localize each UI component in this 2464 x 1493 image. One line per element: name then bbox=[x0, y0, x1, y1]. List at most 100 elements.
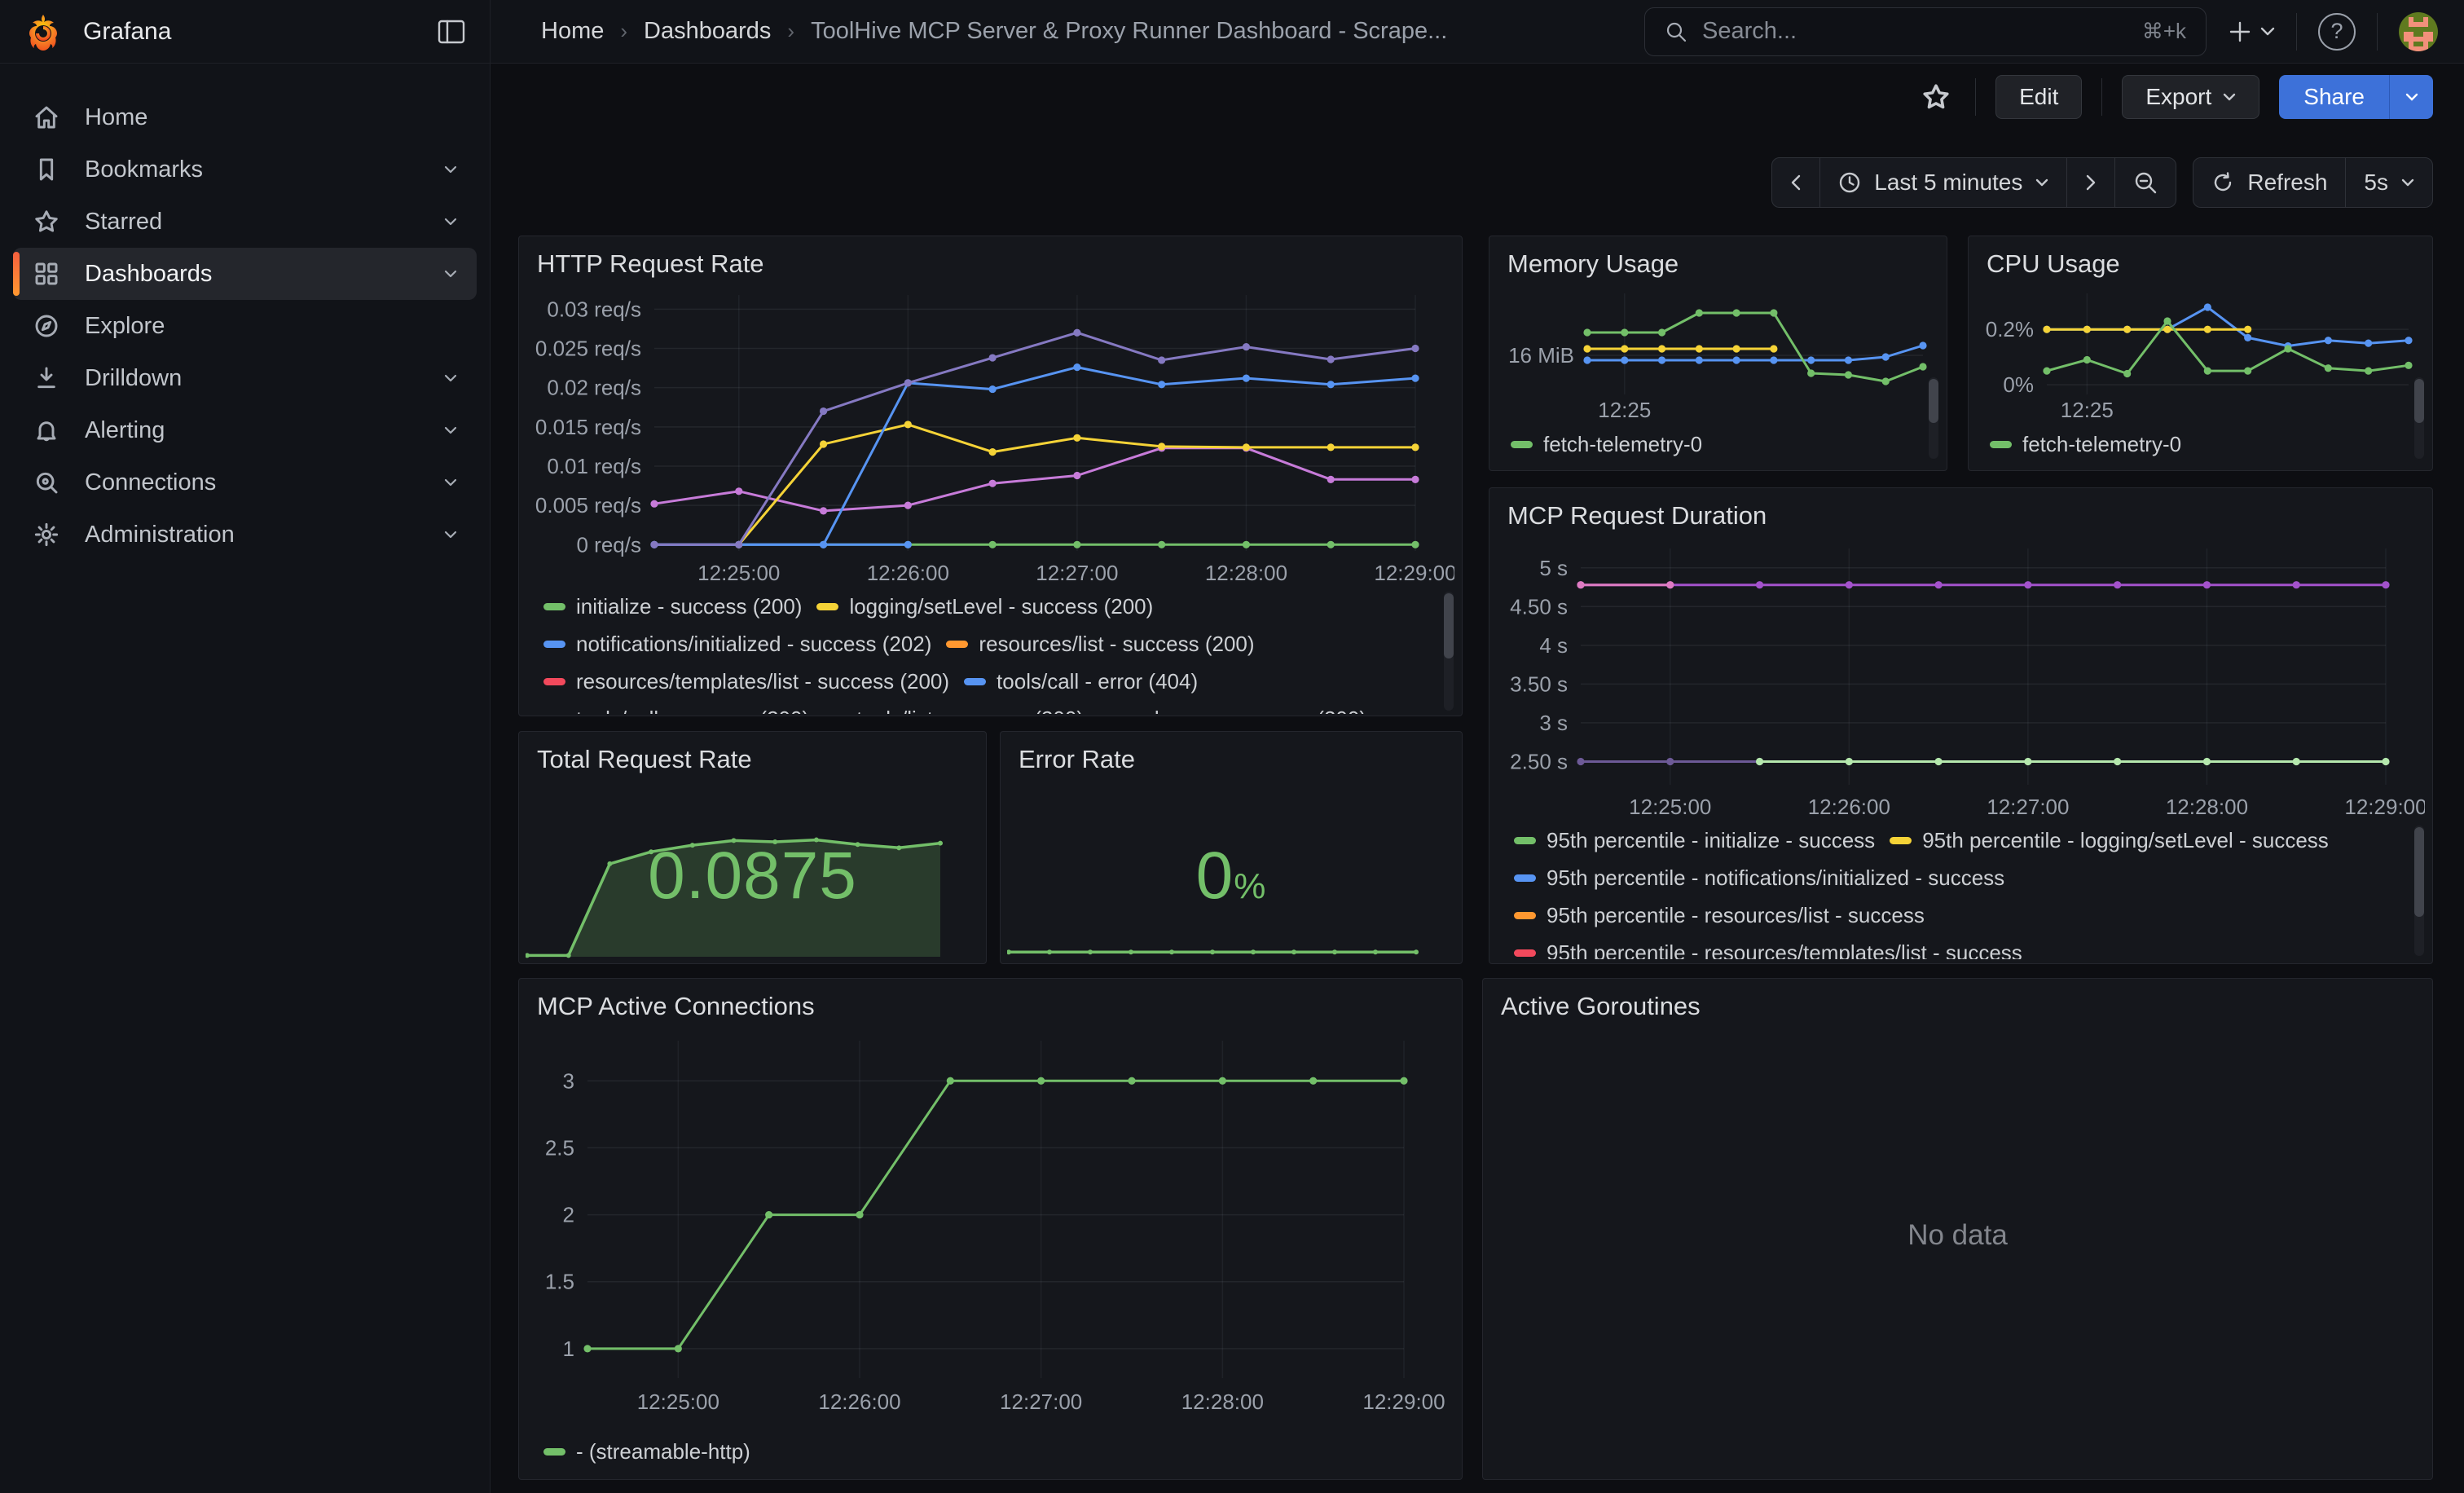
share-dropdown-button[interactable] bbox=[2389, 75, 2433, 119]
zoom-out-icon bbox=[2133, 170, 2158, 195]
stat-value: 0.0875 bbox=[519, 838, 986, 914]
mcp-request-duration-chart[interactable]: 12:25:0012:26:0012:27:0012:28:0012:29:00… bbox=[1496, 534, 2425, 821]
legend-item[interactable]: fetch-telemetry-0 bbox=[1511, 429, 1702, 459]
time-shift-forward-button[interactable] bbox=[2067, 158, 2115, 207]
legend-item[interactable]: 95th percentile - logging/setLevel - suc… bbox=[1890, 826, 2329, 855]
breadcrumb-home[interactable]: Home bbox=[541, 18, 604, 45]
legend-item[interactable]: tools/call - error (404) bbox=[964, 667, 1198, 696]
time-range-picker[interactable]: Last 5 minutes bbox=[1820, 158, 2067, 207]
legend-item[interactable]: 95th percentile - resources/list - succe… bbox=[1514, 901, 1925, 930]
panel-title[interactable]: CPU Usage bbox=[1987, 249, 2120, 279]
sidebar-item-dashboards[interactable]: Dashboards bbox=[13, 248, 477, 300]
svg-text:12:26:00: 12:26:00 bbox=[818, 1390, 900, 1414]
sidebar-item-administration[interactable]: Administration bbox=[13, 509, 477, 561]
panel-title[interactable]: Total Request Rate bbox=[537, 745, 752, 774]
legend-color-chip bbox=[1511, 441, 1533, 448]
cpu-usage-chart[interactable]: 12:250%0.2% bbox=[1973, 280, 2427, 424]
sidebar-item-connections[interactable]: Connections bbox=[13, 456, 477, 509]
panel-title[interactable]: Error Rate bbox=[1019, 745, 1135, 774]
svg-text:0.025 req/s: 0.025 req/s bbox=[535, 336, 641, 360]
chevron-down-icon[interactable] bbox=[444, 426, 457, 435]
sidebar-item-alerting[interactable]: Alerting bbox=[13, 404, 477, 456]
legend-item[interactable]: initialize - success (200) bbox=[543, 592, 802, 621]
gear-icon bbox=[33, 522, 60, 548]
zoom-out-button[interactable] bbox=[2115, 158, 2176, 207]
legend-item[interactable]: 95th percentile - resources/templates/li… bbox=[1514, 938, 2022, 959]
refresh-button[interactable]: Refresh bbox=[2193, 158, 2346, 207]
chevron-down-icon[interactable] bbox=[444, 218, 457, 227]
time-range-group: Last 5 minutes bbox=[1771, 157, 2176, 208]
legend-label: fetch-telemetry-0 bbox=[2022, 432, 2181, 457]
legend-item[interactable]: logging/setLevel - success (200) bbox=[816, 592, 1153, 621]
legend-item[interactable]: tools/call - success (200) bbox=[543, 704, 809, 714]
memory-usage-chart[interactable]: 12:2516 MiB bbox=[1494, 280, 1941, 424]
legend-scrollbar[interactable] bbox=[1444, 592, 1454, 711]
legend-item[interactable]: unknown - success (200) bbox=[1098, 704, 1366, 714]
legend-scrollbar[interactable] bbox=[1929, 377, 1938, 459]
panel-title[interactable]: Active Goroutines bbox=[1501, 992, 1701, 1021]
dashboard-area: Edit Export Share Last 5 minutes bbox=[491, 64, 2464, 1493]
chevron-down-icon[interactable] bbox=[444, 478, 457, 487]
legend-scrollbar[interactable] bbox=[2414, 377, 2424, 459]
legend-item[interactable]: 95th percentile - notifications/initiali… bbox=[1514, 863, 2004, 892]
panel-title[interactable]: MCP Request Duration bbox=[1507, 501, 1767, 531]
breadcrumb-dashboards[interactable]: Dashboards bbox=[644, 18, 771, 45]
refresh-interval-picker[interactable]: 5s bbox=[2346, 158, 2432, 207]
svg-text:12:25:00: 12:25:00 bbox=[697, 561, 780, 585]
drilldown-icon bbox=[33, 365, 60, 391]
svg-text:0.015 req/s: 0.015 req/s bbox=[535, 415, 641, 439]
legend-item[interactable]: resources/list - success (200) bbox=[946, 629, 1254, 658]
svg-text:12:25:00: 12:25:00 bbox=[637, 1390, 719, 1414]
panel-title[interactable]: Memory Usage bbox=[1507, 249, 1679, 279]
add-new-button[interactable] bbox=[2228, 20, 2275, 44]
legend-item[interactable]: - (streamable-http) bbox=[543, 1437, 750, 1466]
legend-item[interactable]: resources/templates/list - success (200) bbox=[543, 667, 949, 696]
svg-text:4 s: 4 s bbox=[1539, 633, 1568, 658]
refresh-interval-label: 5s bbox=[2364, 170, 2388, 196]
panel-title[interactable]: MCP Active Connections bbox=[537, 992, 815, 1021]
legend-label: 95th percentile - notifications/initiali… bbox=[1547, 865, 2004, 891]
refresh-label: Refresh bbox=[2247, 170, 2327, 196]
help-button[interactable]: ? bbox=[2318, 13, 2356, 51]
panel-title[interactable]: HTTP Request Rate bbox=[537, 249, 764, 279]
avatar[interactable] bbox=[2399, 12, 2438, 51]
legend-item[interactable]: notifications/initialized - success (202… bbox=[543, 629, 931, 658]
legend-label: unknown - success (200) bbox=[1131, 707, 1366, 715]
search-input[interactable]: Search... ⌘+k bbox=[1644, 7, 2207, 56]
chevron-down-icon[interactable] bbox=[444, 531, 457, 540]
sidebar-item-explore[interactable]: Explore bbox=[13, 300, 477, 352]
sidebar-item-drilldown[interactable]: Drilldown bbox=[13, 352, 477, 404]
svg-text:12:29:00: 12:29:00 bbox=[1362, 1390, 1445, 1414]
legend-color-chip bbox=[1514, 912, 1536, 919]
export-button[interactable]: Export bbox=[2122, 75, 2259, 119]
http-request-rate-chart[interactable]: 12:25:0012:26:0012:27:0012:28:0012:29:00… bbox=[526, 284, 1454, 587]
svg-text:0%: 0% bbox=[2003, 372, 2034, 397]
svg-text:2.5: 2.5 bbox=[545, 1135, 574, 1160]
sidebar-item-label: Starred bbox=[85, 209, 162, 236]
legend-item[interactable]: tools/list - success (200) bbox=[824, 704, 1084, 714]
edit-button[interactable]: Edit bbox=[1995, 75, 2082, 119]
legend-scrollbar[interactable] bbox=[2414, 826, 2424, 956]
legend-item[interactable]: 95th percentile - initialize - success bbox=[1514, 826, 1875, 855]
sidebar-item-bookmarks[interactable]: Bookmarks bbox=[13, 143, 477, 196]
brand-name: Grafana bbox=[83, 18, 171, 46]
refresh-icon bbox=[2211, 171, 2234, 194]
favorite-star-button[interactable] bbox=[1916, 75, 1956, 119]
svg-text:12:27:00: 12:27:00 bbox=[1036, 561, 1118, 585]
chevron-down-icon[interactable] bbox=[444, 270, 457, 279]
svg-text:12:28:00: 12:28:00 bbox=[1205, 561, 1287, 585]
sidebar-item-home[interactable]: Home bbox=[13, 91, 477, 143]
svg-text:12:29:00: 12:29:00 bbox=[2344, 795, 2425, 819]
legend-label: 95th percentile - resources/list - succe… bbox=[1547, 903, 1925, 928]
chevron-down-icon bbox=[2401, 178, 2414, 187]
share-button[interactable]: Share bbox=[2279, 75, 2389, 119]
chevron-down-icon[interactable] bbox=[444, 374, 457, 383]
sidebar-toggle-icon[interactable] bbox=[438, 20, 465, 44]
legend-item[interactable]: fetch-telemetry-0 bbox=[1990, 429, 2181, 459]
sidebar-item-starred[interactable]: Starred bbox=[13, 196, 477, 248]
chevron-down-icon[interactable] bbox=[444, 165, 457, 174]
mcp-active-connections-chart[interactable]: 12:25:0012:26:0012:27:0012:28:0012:29:00… bbox=[526, 1028, 1454, 1416]
legend-label: 95th percentile - resources/templates/li… bbox=[1547, 940, 2022, 960]
grafana-logo bbox=[24, 13, 62, 51]
time-shift-back-button[interactable] bbox=[1772, 158, 1820, 207]
